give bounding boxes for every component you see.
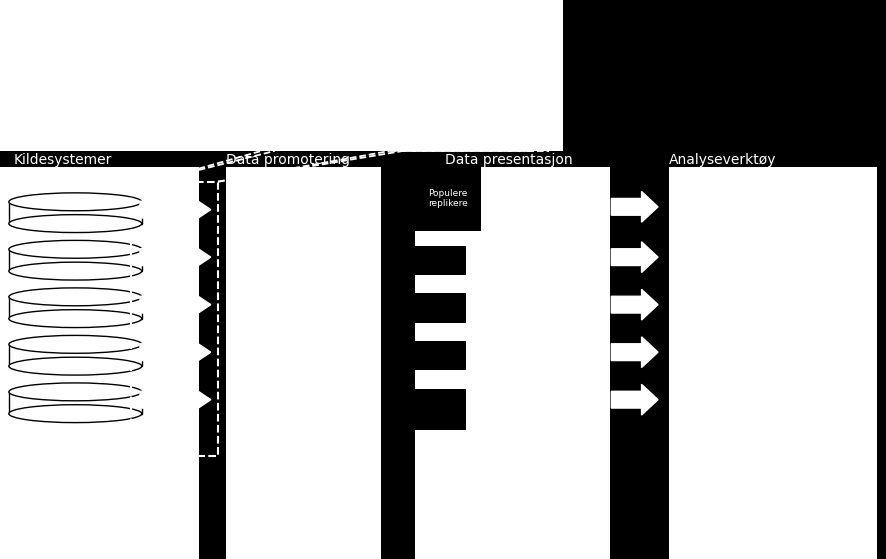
FancyArrow shape: [140, 386, 211, 414]
FancyArrow shape: [611, 385, 658, 415]
FancyArrow shape: [140, 196, 211, 224]
FancyArrow shape: [611, 241, 658, 272]
Bar: [415, 246, 466, 275]
FancyArrow shape: [611, 290, 658, 320]
Bar: [415, 389, 466, 430]
Text: Data presentasjon: Data presentasjon: [445, 153, 572, 167]
Bar: [226, 167, 381, 559]
Ellipse shape: [9, 288, 142, 306]
Ellipse shape: [9, 383, 142, 401]
FancyArrow shape: [611, 191, 658, 222]
Ellipse shape: [9, 310, 142, 328]
Ellipse shape: [9, 240, 142, 258]
Bar: [9, 344, 142, 366]
Bar: [0, 0, 563, 151]
Ellipse shape: [9, 335, 142, 353]
FancyArrow shape: [611, 337, 658, 368]
Bar: [669, 167, 877, 559]
Bar: [131, 182, 218, 456]
Text: Kildesystemer: Kildesystemer: [13, 153, 112, 167]
Text: Data promotering: Data promotering: [226, 153, 350, 167]
FancyArrow shape: [140, 243, 211, 271]
Ellipse shape: [9, 215, 142, 233]
Text: Analyseverktøy: Analyseverktøy: [669, 153, 776, 167]
Bar: [415, 167, 481, 231]
Bar: [0, 167, 199, 559]
Text: Populere
replikere: Populere replikere: [428, 189, 468, 209]
Ellipse shape: [9, 193, 142, 211]
Bar: [415, 167, 610, 559]
Bar: [415, 341, 466, 370]
FancyArrow shape: [140, 291, 211, 319]
Ellipse shape: [9, 262, 142, 280]
Ellipse shape: [9, 357, 142, 375]
Ellipse shape: [9, 405, 142, 423]
Bar: [9, 249, 142, 271]
FancyArrow shape: [140, 338, 211, 366]
Bar: [415, 293, 466, 323]
Bar: [9, 202, 142, 224]
Bar: [9, 297, 142, 319]
Bar: [9, 392, 142, 414]
